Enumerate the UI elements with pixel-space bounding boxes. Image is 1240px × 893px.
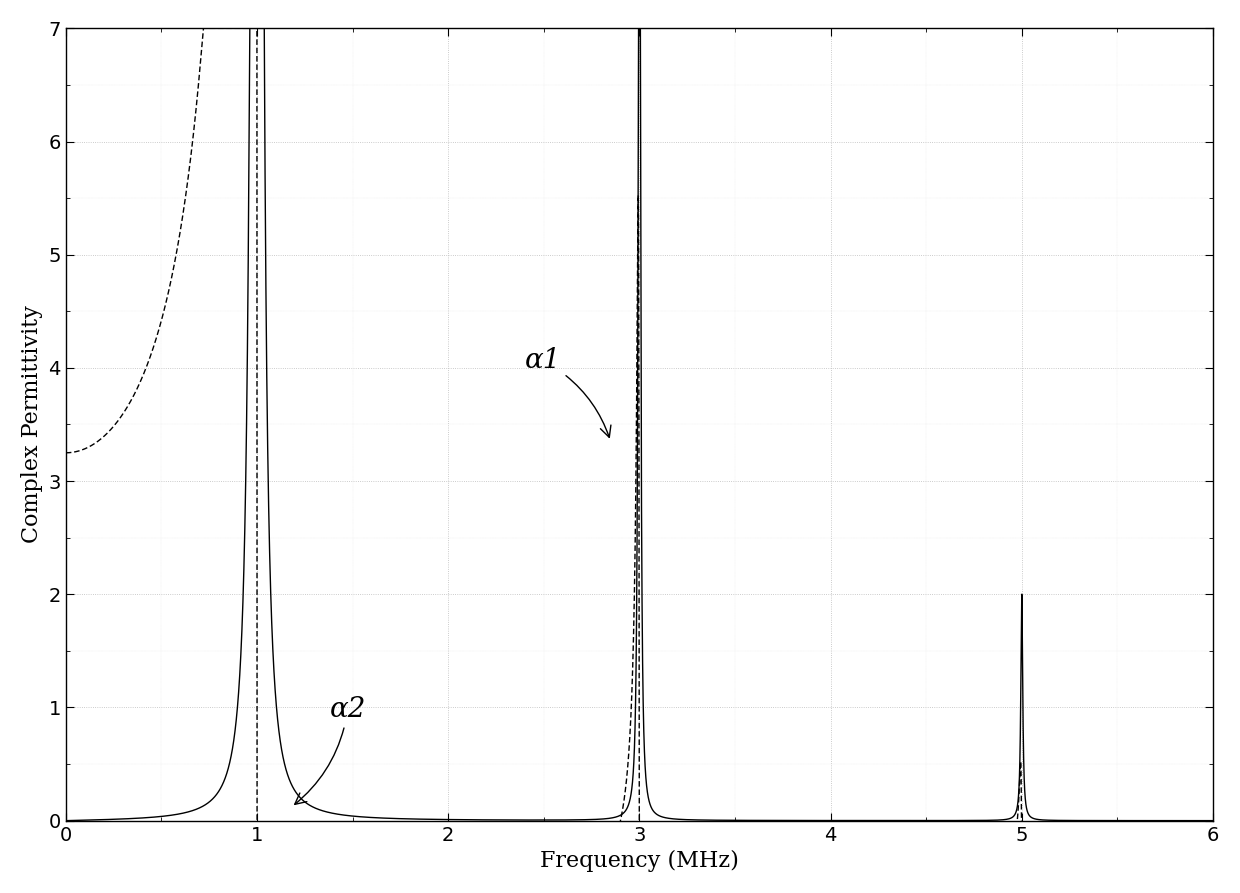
Text: α2: α2 xyxy=(295,696,366,805)
Text: α1: α1 xyxy=(525,346,611,438)
X-axis label: Frequency (MHz): Frequency (MHz) xyxy=(539,850,739,872)
Y-axis label: Complex Permittivity: Complex Permittivity xyxy=(21,305,43,544)
